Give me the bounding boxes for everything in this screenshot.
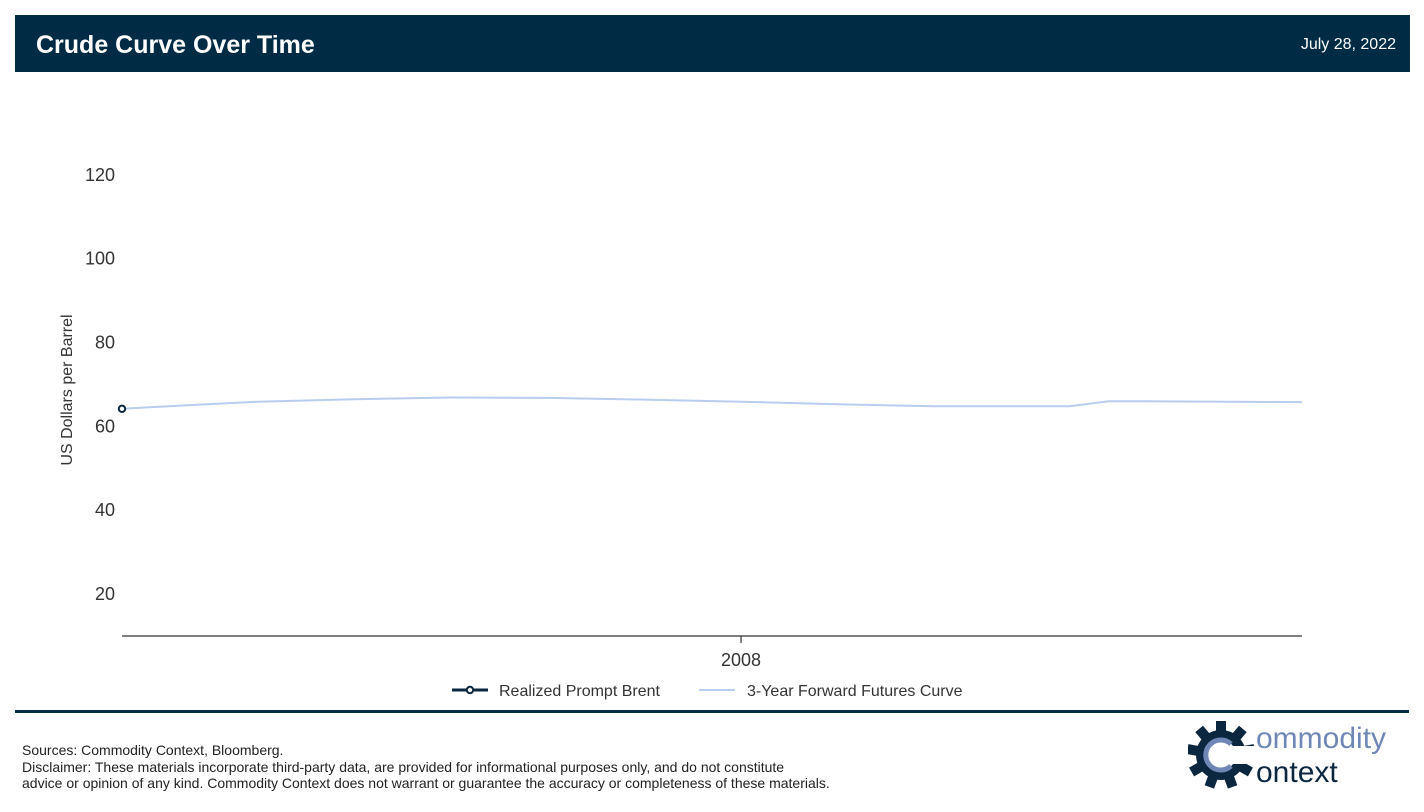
disclaimer-line-1: Disclaimer: These materials incorporate … (22, 758, 785, 775)
y-tick-label-120: 120 (85, 165, 115, 185)
legend-item-realized-prompt-brent[interactable]: Realized Prompt Brent (452, 683, 661, 700)
x-tick-label-2008: 2008 (721, 650, 761, 670)
legend: Realized Prompt Brent 3-Year Forward Fut… (452, 683, 963, 700)
legend-label-forward-curve: 3-Year Forward Futures Curve (747, 683, 963, 700)
series-line-forward-curve (121, 396, 1303, 410)
series-point-realized-prompt-brent (117, 404, 127, 413)
disclaimer-line-2: advice or opinion of any kind. Commodity… (22, 775, 830, 791)
footer-notes: Sources: Commodity Context, Bloomberg. D… (22, 742, 830, 792)
y-tick-label-60: 60 (95, 416, 115, 436)
report-date: July 28, 2022 (1300, 36, 1396, 53)
y-tick-label-20: 20 (95, 584, 115, 604)
legend-item-forward-curve[interactable]: 3-Year Forward Futures Curve (699, 683, 963, 700)
y-tick-label-100: 100 (85, 249, 115, 269)
chart-area: US Dollars per Barrel 20 40 60 80 100 120 200… (59, 165, 1303, 700)
series-layer (117, 396, 1303, 413)
y-axis-label: US Dollars per Barrel (59, 314, 76, 465)
chart-title: Crude Curve Over Time (36, 31, 315, 59)
footer-divider (15, 710, 1409, 713)
gear-icon (1188, 721, 1258, 789)
x-axis-ticks: 2008 (721, 636, 761, 670)
logo-text-line-2: ontext (1256, 756, 1338, 789)
legend-label-realized-prompt-brent: Realized Prompt Brent (499, 683, 661, 700)
y-axis-ticks: 20 40 60 80 100 120 (85, 165, 115, 604)
y-tick-label-80: 80 (95, 333, 115, 353)
y-tick-label-40: 40 (95, 500, 115, 520)
header-bar: Crude Curve Over Time July 28, 2022 (15, 15, 1410, 72)
commodity-context-logo: ommodity ontext (1188, 718, 1398, 792)
sources-text: Sources: Commodity Context, Bloomberg. (22, 742, 284, 758)
logo-text-line-1: ommodity (1256, 722, 1387, 755)
